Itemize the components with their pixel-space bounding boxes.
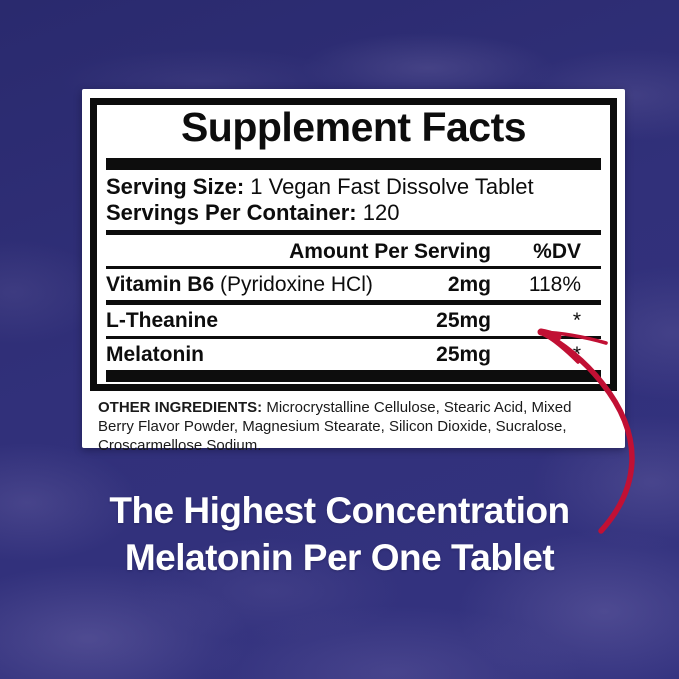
ingredient-amount: 25mg — [436, 342, 491, 366]
daily-value-footnote: *%Daily Value (DV) not established. — [106, 386, 601, 391]
other-ingredients: OTHER INGREDIENTS: Microcrystalline Cell… — [98, 398, 592, 455]
ingredient-dv: * — [572, 342, 581, 366]
ingredient-name-bold: Vitamin B6 — [106, 272, 215, 296]
ingredient-name-detail: (Pyridoxine HCl) — [214, 272, 373, 296]
divider-thick-bottom — [106, 369, 601, 382]
supplement-facts-title: Supplement Facts — [180, 104, 527, 150]
ingredient-dv: 118% — [528, 272, 581, 296]
divider-thin — [106, 265, 601, 269]
serving-size-line: Serving Size: 1 Vegan Fast Dissolve Tabl… — [106, 174, 601, 200]
dv-header: %DV — [533, 239, 581, 263]
servings-per-container-line: Servings Per Container: 120 — [106, 200, 601, 226]
supplement-facts-panel: Supplement Facts Serving Size: 1 Vegan F… — [82, 89, 625, 454]
servings-per-container-value: 120 — [356, 199, 400, 225]
divider-thick-top — [106, 157, 601, 170]
ingredient-amount: 25mg — [436, 308, 491, 332]
amount-per-serving-header: Amount Per Serving — [289, 239, 491, 263]
other-ingredients-text: Microcrystalline Cellulose, Stearic Acid… — [98, 399, 572, 454]
divider-medium — [106, 299, 601, 305]
table-row-vitamin-b6: Vitamin B6 (Pyridoxine HCl) 2mg 118% — [106, 269, 601, 300]
supplement-facts-box: Supplement Facts Serving Size: 1 Vegan F… — [90, 98, 617, 391]
serving-info: Serving Size: 1 Vegan Fast Dissolve Tabl… — [106, 174, 601, 226]
headline-line1: The Highest Concentration — [109, 490, 570, 531]
ingredient-amount: 2mg — [447, 272, 491, 296]
divider-thin — [106, 335, 601, 339]
serving-size-label: Serving Size: — [106, 173, 245, 199]
table-row-l-theanine: L-Theanine 25mg * — [106, 305, 601, 336]
ingredient-name: Melatonin — [106, 342, 204, 366]
marketing-headline: The Highest Concentration Melatonin Per … — [0, 487, 679, 581]
headline-line2: Melatonin Per One Tablet — [124, 537, 555, 578]
other-ingredients-label: OTHER INGREDIENTS: — [98, 399, 263, 416]
serving-size-value: 1 Vegan Fast Dissolve Tablet — [244, 173, 534, 199]
ingredient-name: L-Theanine — [106, 308, 219, 332]
servings-per-container-label: Servings Per Container: — [106, 199, 357, 225]
ingredient-dv: * — [572, 308, 581, 332]
table-row-melatonin: Melatonin 25mg * — [106, 339, 601, 370]
table-header-row: Amount Per Serving %DV — [106, 235, 601, 266]
divider-medium — [106, 229, 601, 235]
ingredient-name: Vitamin B6 (Pyridoxine HCl) — [106, 272, 448, 297]
